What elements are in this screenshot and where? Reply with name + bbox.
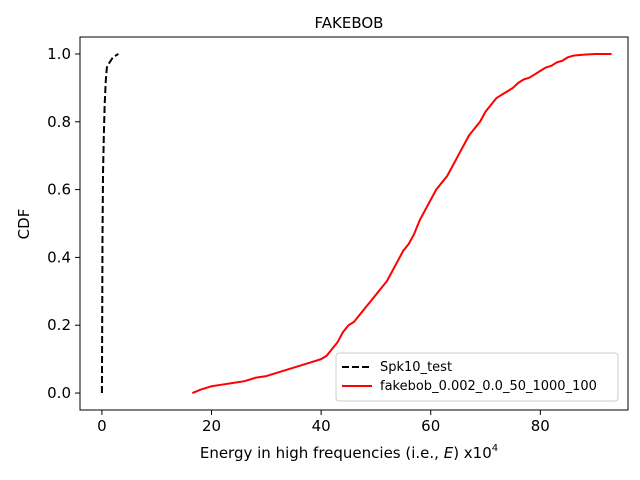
y-tick-label: 0.6 <box>47 181 71 199</box>
x-axis-ticks: 0 20 40 60 80 <box>97 410 550 435</box>
series-layer <box>100 52 612 394</box>
y-tick-label: 0.4 <box>47 248 71 266</box>
x-axis-label-suffix: ) x10 <box>453 444 492 462</box>
series-line-fakebob <box>191 52 612 394</box>
y-tick-label: 0.2 <box>47 316 71 334</box>
x-tick-label: 0 <box>97 417 107 435</box>
plot-frame <box>79 36 629 411</box>
y-tick-label: 1.0 <box>47 45 71 63</box>
chart-title: FAKEBOB <box>315 14 384 32</box>
x-tick-label: 60 <box>421 417 440 435</box>
y-axis-ticks: 0.0 0.2 0.4 0.6 0.8 1.0 <box>47 45 80 402</box>
x-axis-label-variable: E <box>444 444 454 462</box>
legend-box <box>335 352 619 402</box>
x-axis-label: Energy in high frequencies (i.e., E) x10… <box>200 443 498 462</box>
x-axis-label-prefix: Energy in high frequencies (i.e., <box>200 444 444 462</box>
x-tick-label: 40 <box>312 417 331 435</box>
legend-label-spk10-test: Spk10_test <box>380 360 452 375</box>
y-axis-label: CDF <box>15 209 33 240</box>
x-axis-label-exponent: 4 <box>492 443 498 454</box>
y-tick-label: 0.8 <box>47 113 71 131</box>
plot-area <box>80 37 628 410</box>
y-tick-label: 0.0 <box>47 384 71 402</box>
series-line-spk10-test <box>100 53 119 394</box>
legend-label-fakebob: fakebob_0.002_0.0_50_1000_100 <box>380 379 597 394</box>
x-tick-label: 20 <box>202 417 221 435</box>
x-tick-label: 80 <box>531 417 550 435</box>
legend: Spk10_test fakebob_0.002_0.0_50_1000_100 <box>335 352 619 402</box>
